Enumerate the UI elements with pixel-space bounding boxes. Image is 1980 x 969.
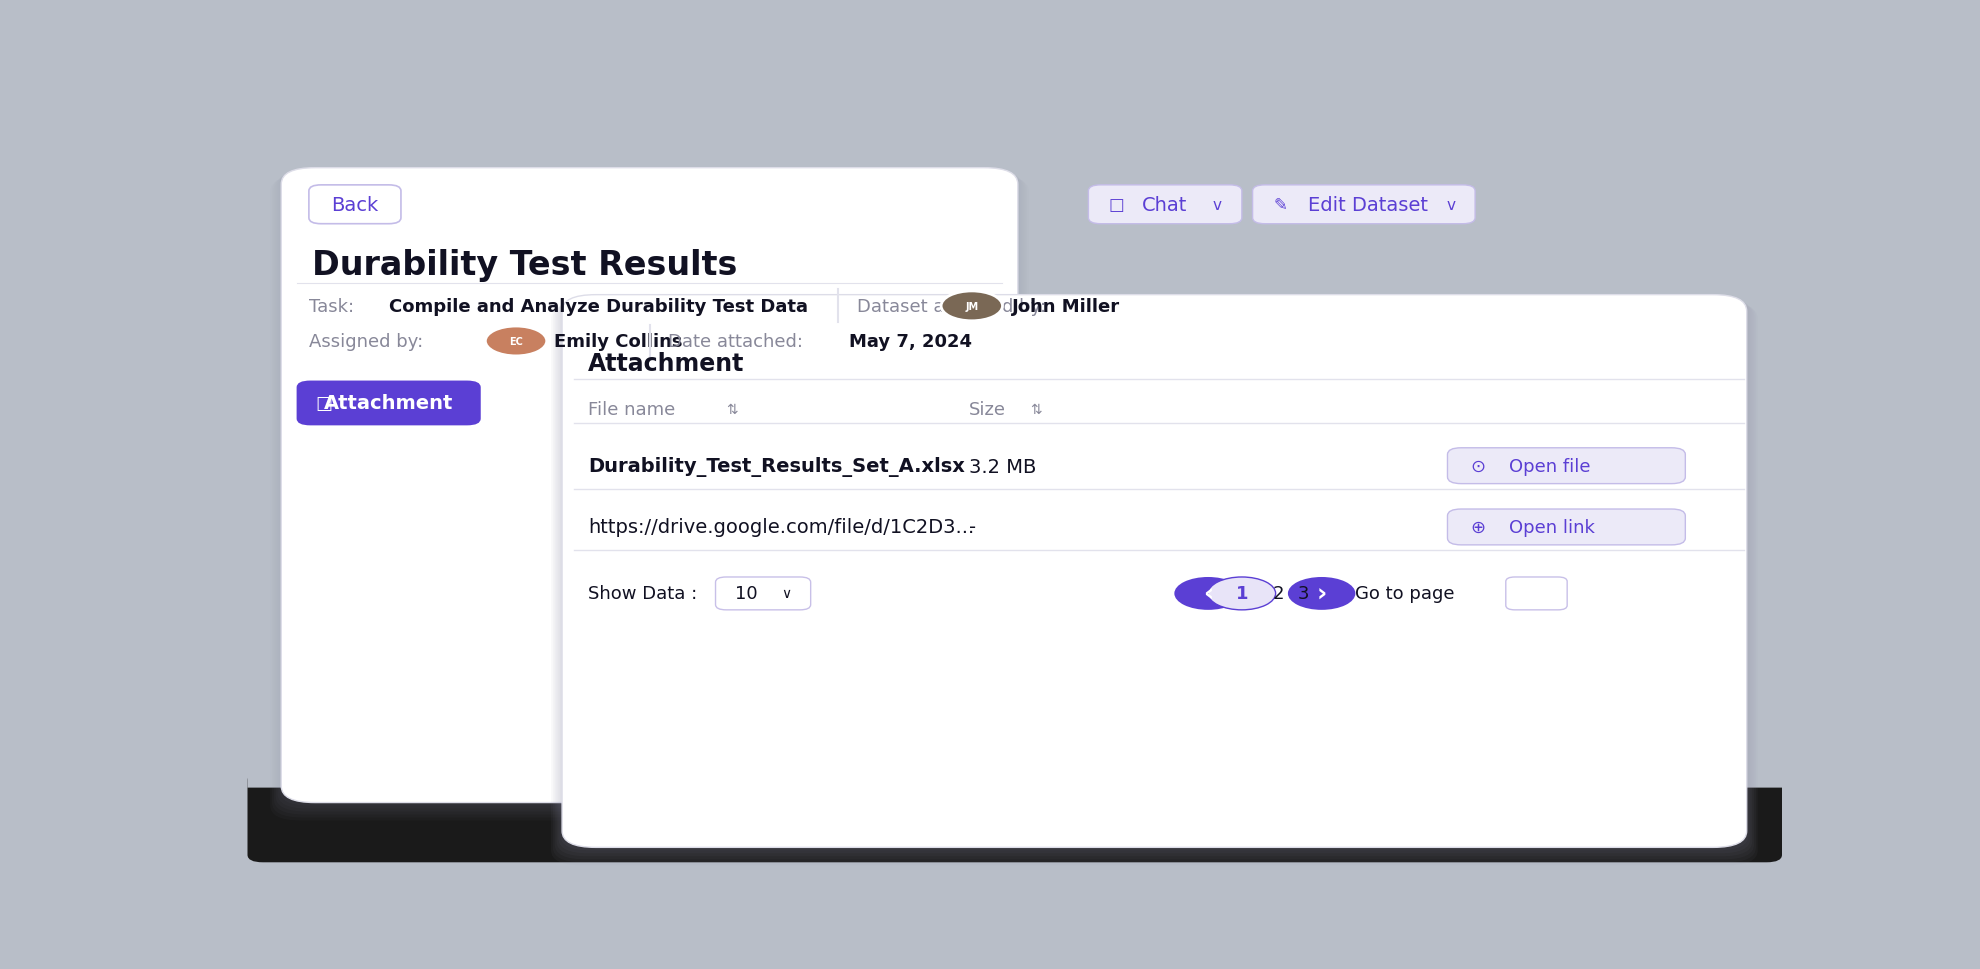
FancyBboxPatch shape [297,381,481,426]
Circle shape [1287,578,1356,610]
Text: EC: EC [509,336,523,347]
FancyBboxPatch shape [1447,510,1685,546]
Text: 2: 2 [1273,585,1285,603]
FancyBboxPatch shape [556,299,1752,857]
Text: Back: Back [331,196,378,214]
Text: Show Data :: Show Data : [588,585,697,603]
Text: Attachment: Attachment [325,394,453,413]
FancyBboxPatch shape [1447,449,1685,484]
FancyBboxPatch shape [1505,578,1568,610]
FancyBboxPatch shape [281,169,1018,802]
Text: 1: 1 [1236,585,1247,603]
FancyBboxPatch shape [560,297,1748,851]
Text: 3.2 MB: 3.2 MB [968,457,1036,477]
Circle shape [940,292,1002,322]
Text: Attachment: Attachment [588,352,744,376]
Text: JM: JM [964,301,978,312]
FancyBboxPatch shape [248,116,1782,788]
Text: John Miller: John Miller [1012,297,1121,316]
Text: Assigned by:: Assigned by: [309,332,424,351]
Text: ⊕: ⊕ [1471,518,1485,537]
Text: ›: › [1317,581,1327,606]
Text: File name: File name [588,400,675,419]
FancyBboxPatch shape [554,301,1754,860]
Text: Edit Dataset: Edit Dataset [1309,196,1428,214]
Text: 3: 3 [1297,585,1309,603]
Text: Compile and Analyze Durability Test Data: Compile and Analyze Durability Test Data [388,297,808,316]
Text: ∨: ∨ [780,587,792,601]
Text: Dataset attached by:: Dataset attached by: [857,297,1045,316]
FancyBboxPatch shape [558,298,1750,854]
FancyBboxPatch shape [1253,186,1475,225]
Text: ⊙: ⊙ [1471,457,1485,475]
Text: Open file: Open file [1509,457,1590,475]
Text: Size: Size [968,400,1006,419]
Text: Chat: Chat [1142,196,1188,214]
Text: v: v [1445,198,1455,212]
Text: Date attached:: Date attached: [667,332,804,351]
Text: Durability Test Results: Durability Test Results [313,249,737,282]
Text: Open link: Open link [1509,518,1594,537]
Text: Go to page: Go to page [1356,585,1455,603]
FancyBboxPatch shape [552,303,1756,862]
Text: □: □ [315,394,333,413]
Text: Emily Collins: Emily Collins [554,332,683,351]
Text: ‹: ‹ [1204,581,1214,606]
Text: Durability_Test_Results_Set_A.xlsx: Durability_Test_Results_Set_A.xlsx [588,457,964,477]
Text: -: - [968,517,976,536]
Text: v: v [1214,198,1222,212]
FancyBboxPatch shape [715,578,810,610]
Circle shape [1174,578,1241,610]
Text: Task:: Task: [309,297,354,316]
Text: ⇅: ⇅ [727,402,739,417]
FancyBboxPatch shape [309,186,400,225]
Text: https://drive.google.com/file/d/1C2D3...: https://drive.google.com/file/d/1C2D3... [588,517,974,536]
Text: □: □ [1109,196,1125,214]
FancyBboxPatch shape [1089,186,1241,225]
Circle shape [1208,578,1275,610]
Circle shape [485,327,546,357]
Text: ✎: ✎ [1273,196,1287,214]
FancyBboxPatch shape [550,304,1758,865]
Text: May 7, 2024: May 7, 2024 [849,332,972,351]
Text: 10: 10 [735,585,758,603]
FancyBboxPatch shape [562,296,1746,848]
Text: ⇅: ⇅ [1030,402,1041,417]
FancyBboxPatch shape [248,773,1782,862]
